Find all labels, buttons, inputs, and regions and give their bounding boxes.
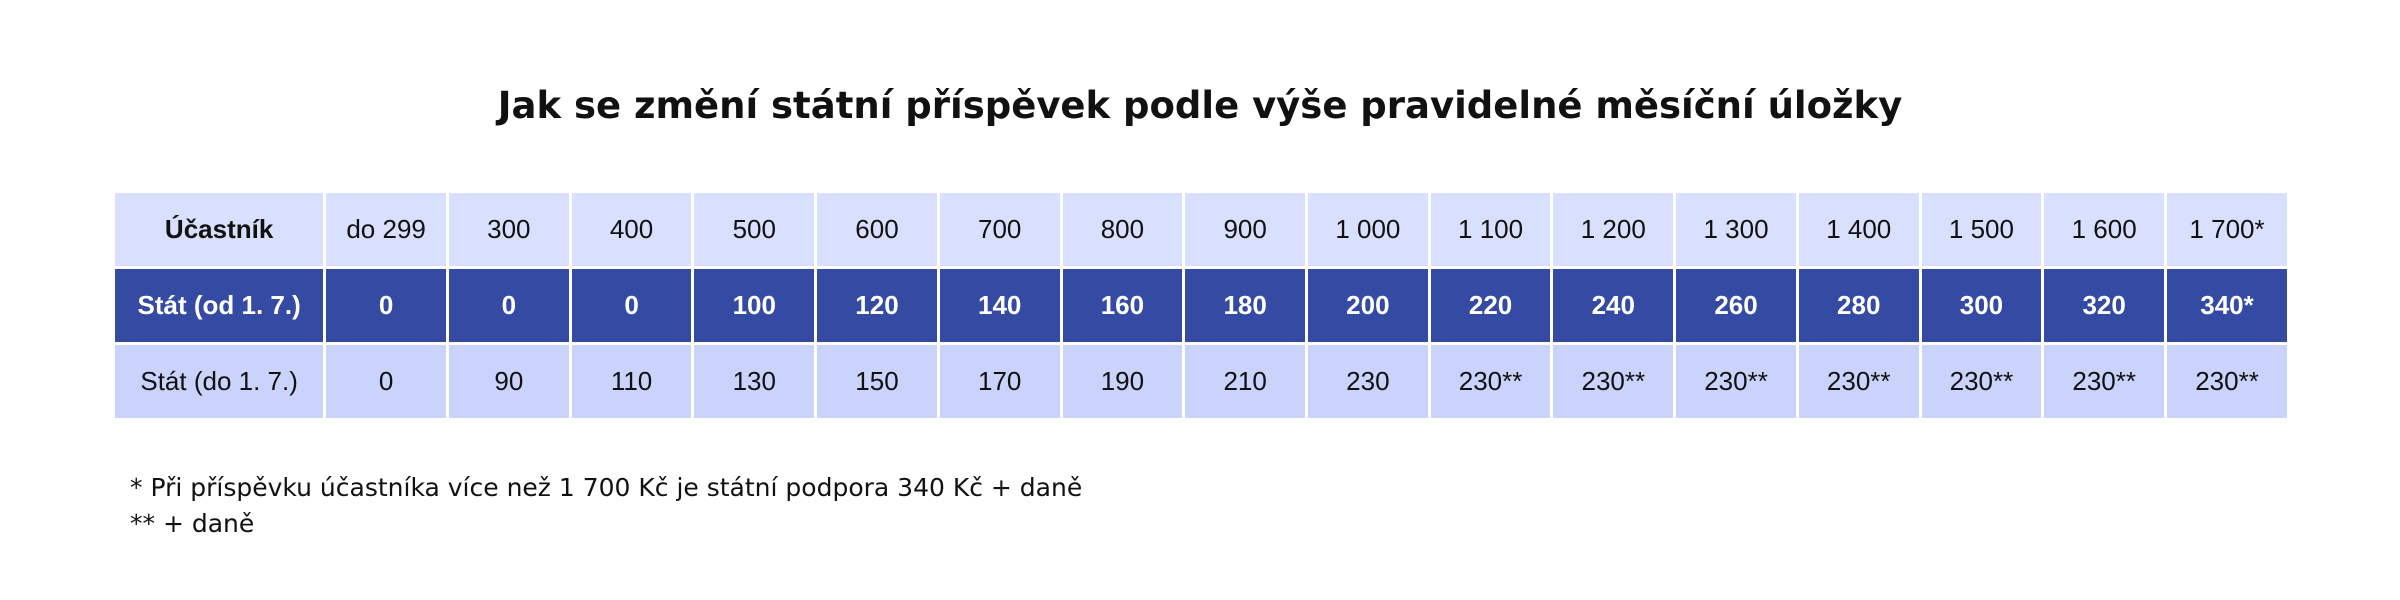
table-cell: 300 xyxy=(445,190,572,269)
table-cell: 0 xyxy=(323,266,449,345)
contribution-table: Účastník do 299 300 400 500 600 700 800 900 1 000… xyxy=(111,190,2290,421)
table-cell: 120 xyxy=(814,266,940,345)
table-cell: 110 xyxy=(568,342,695,421)
table-cell: 210 xyxy=(1182,342,1308,421)
table-cell: 1 700* xyxy=(2164,190,2290,269)
table-cell: 100 xyxy=(691,266,818,345)
footnote-1: * Při příspěvku účastníka více než 1 700… xyxy=(130,473,1083,502)
table-cell: 260 xyxy=(1673,266,1799,345)
row-label: Účastník xyxy=(111,190,327,269)
state-old-row: Stát (do 1. 7.) 0 90 110 130 150 170 190 210 230 2… xyxy=(111,342,2290,421)
table-cell: 1 500 xyxy=(1918,190,2045,269)
table-cell: 230** xyxy=(1673,342,1799,421)
table-cell: 130 xyxy=(691,342,818,421)
table-cell: 200 xyxy=(1305,266,1431,345)
participant-row: Účastník do 299 300 400 500 600 700 800 900 1 000… xyxy=(111,190,2290,269)
table-cell: 0 xyxy=(445,266,572,345)
table-cell: 220 xyxy=(1427,266,1554,345)
table-cell: 230** xyxy=(2164,342,2290,421)
table-cell: 230** xyxy=(1427,342,1554,421)
state-new-row: Stát (od 1. 7.) 0 0 0 100 120 140 160 180 200 220 2… xyxy=(111,266,2290,345)
table-cell: 240 xyxy=(1550,266,1677,345)
table-cell: 190 xyxy=(1059,342,1186,421)
row-label: Stát (do 1. 7.) xyxy=(111,342,327,421)
table-cell: 280 xyxy=(1795,266,1922,345)
table-cell: 160 xyxy=(1059,266,1186,345)
table-cell: 0 xyxy=(568,266,695,345)
table-cell: 90 xyxy=(445,342,572,421)
table-cell: 230 xyxy=(1305,342,1431,421)
table-cell: 600 xyxy=(814,190,940,269)
table-cell: 170 xyxy=(936,342,1063,421)
table-cell: 230** xyxy=(1918,342,2045,421)
footnote-2: ** + daně xyxy=(130,509,255,538)
table-cell: 230** xyxy=(2041,342,2168,421)
table-cell: 320 xyxy=(2041,266,2168,345)
table-cell: 0 xyxy=(323,342,449,421)
table-cell: 1 100 xyxy=(1427,190,1554,269)
table-cell: do 299 xyxy=(323,190,449,269)
table-cell: 1 300 xyxy=(1673,190,1799,269)
page-title: Jak se změní státní příspěvek podle výše… xyxy=(497,84,1903,127)
table-cell: 150 xyxy=(814,342,940,421)
table-cell: 1 400 xyxy=(1795,190,1922,269)
table-cell: 1 000 xyxy=(1305,190,1431,269)
table-cell: 300 xyxy=(1918,266,2045,345)
row-label: Stát (od 1. 7.) xyxy=(111,266,327,345)
table-cell: 1 200 xyxy=(1550,190,1677,269)
table-cell: 700 xyxy=(936,190,1063,269)
table-cell: 140 xyxy=(936,266,1063,345)
table-cell: 800 xyxy=(1059,190,1186,269)
table-cell: 1 600 xyxy=(2041,190,2168,269)
table-cell: 340* xyxy=(2164,266,2290,345)
table-cell: 180 xyxy=(1182,266,1308,345)
table-cell: 230** xyxy=(1550,342,1677,421)
table-cell: 230** xyxy=(1795,342,1922,421)
table-cell: 500 xyxy=(691,190,818,269)
footnotes: * Při příspěvku účastníka více než 1 700… xyxy=(130,470,1082,542)
table-cell: 400 xyxy=(568,190,695,269)
table-cell: 900 xyxy=(1182,190,1308,269)
